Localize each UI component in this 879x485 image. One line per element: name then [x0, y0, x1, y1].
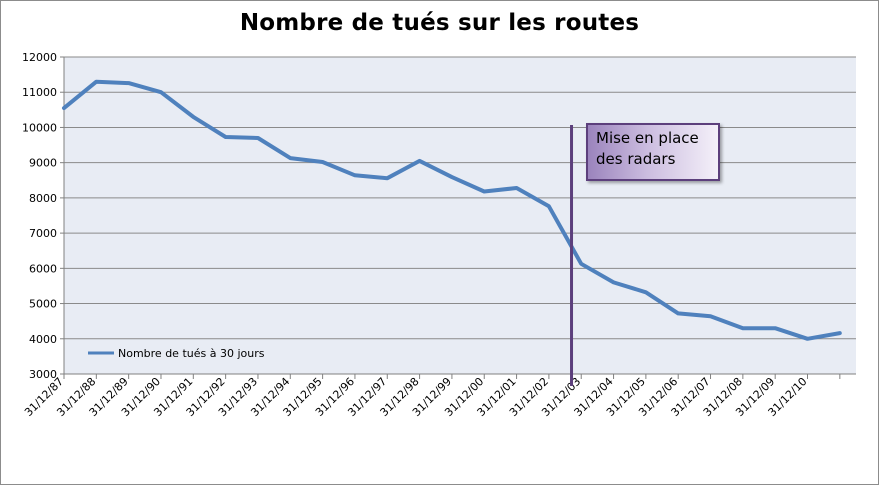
- y-tick-label: 11000: [22, 86, 57, 99]
- data-point: [838, 331, 842, 335]
- annotation-line-1: Mise en place: [596, 129, 699, 147]
- data-point: [353, 174, 357, 177]
- y-tick-label: 12000: [22, 51, 57, 64]
- data-point: [95, 80, 98, 83]
- y-tick-label: 3000: [29, 368, 57, 381]
- data-point: [289, 156, 292, 160]
- y-tick-label: 8000: [29, 192, 57, 205]
- data-point: [418, 159, 421, 163]
- data-point: [515, 186, 518, 190]
- data-point: [806, 337, 809, 340]
- data-point: [256, 136, 260, 140]
- y-tick-label: 4000: [29, 333, 57, 346]
- legend-label: Nombre de tués à 30 jours: [118, 347, 265, 360]
- y-tick-label: 7000: [29, 227, 57, 240]
- data-point: [386, 176, 389, 180]
- y-tick-label: 10000: [22, 121, 57, 134]
- data-point: [321, 160, 324, 164]
- legend: Nombre de tués à 30 jours: [88, 347, 265, 360]
- gridlines: [64, 56, 856, 340]
- chart-title: Nombre de tués sur les routes: [239, 10, 640, 36]
- y-tick-label: 9000: [29, 157, 57, 170]
- y-axis: 3000 4000 5000 6000 7000 8000 9000 10000 11000 12…: [22, 51, 65, 381]
- series-group: [62, 79, 842, 341]
- data-point: [741, 327, 745, 330]
- y-tick-label: 5000: [29, 298, 57, 311]
- data-point: [224, 135, 227, 139]
- data-point: [159, 91, 163, 94]
- y-tick-label: 6000: [29, 262, 57, 275]
- data-point: [547, 205, 551, 208]
- data-point: [612, 281, 615, 284]
- data-point: [580, 262, 583, 265]
- data-point: [773, 327, 777, 330]
- data-point: [709, 315, 712, 318]
- x-axis: 31/12/8731/12/8831/12/8931/12/9031/12/91…: [22, 373, 856, 419]
- annotation-line-2: des radars: [596, 150, 676, 168]
- data-point: [450, 175, 454, 179]
- data-point: [483, 190, 486, 193]
- data-point: [192, 115, 195, 119]
- data-point: [127, 81, 130, 85]
- data-point: [677, 312, 680, 315]
- data-point: [62, 106, 66, 110]
- annotation-callout: Mise en place des radars: [586, 123, 720, 181]
- data-point: [644, 291, 648, 294]
